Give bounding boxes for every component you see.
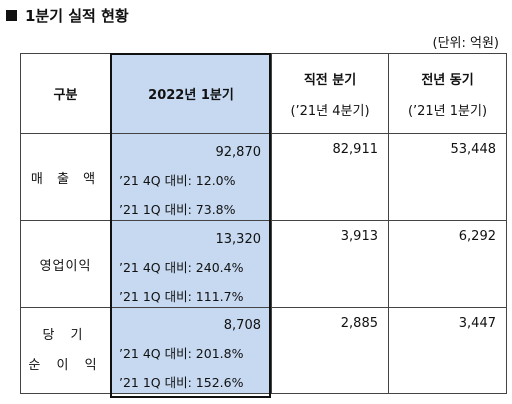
header-current: 2022년 1분기 [110,53,272,134]
compare-q4: ’21 4Q 대비: 240.4% [119,259,244,275]
prev-year-cell: 53,448 [388,133,507,221]
header-prev-year: 전년 동기 (’21년 1분기) [388,53,507,134]
current-value: 8,708 [223,318,261,333]
current-cell: 13,320 ’21 4Q 대비: 240.4% ’21 1Q 대비: 111.… [110,220,272,308]
header-prev-quarter-text: 직전 분기 [303,72,357,88]
row-label: 매 출 액 [20,133,111,221]
compare-q1: ’21 1Q 대비: 111.7% [119,288,244,304]
header-category: 구분 [20,53,111,134]
header-prev-quarter-sub: (’21년 4분기) [290,103,370,119]
header-row: 구분 2022년 1분기 직전 분기 (’21년 4분기) 전년 동기 (’21… [20,53,507,134]
prev-quarter-cell: 82,911 [271,133,389,221]
row-label: 영업이익 [20,220,111,308]
compare-q4: ’21 4Q 대비: 12.0% [119,172,236,188]
current-cell: 8,708 ’21 4Q 대비: 201.8% ’21 1Q 대비: 152.6… [110,307,272,394]
prev-year-value: 3,447 [458,316,496,331]
current-cell: 92,870 ’21 4Q 대비: 12.0% ’21 1Q 대비: 73.8% [110,133,272,221]
header-prev-year-sub: (’21년 1분기) [407,103,488,119]
table-row: 영업이익 13,320 ’21 4Q 대비: 240.4% ’21 1Q 대비:… [20,220,507,308]
page-title: 1분기 실적 현황 [6,4,129,26]
prev-year-value: 6,292 [458,229,496,244]
header-prev-year-text: 전년 동기 [421,72,474,88]
compare-q4: ’21 4Q 대비: 201.8% [119,346,244,361]
bullet-square-icon [6,9,17,21]
prev-year-cell: 3,447 [388,307,507,394]
results-table: 구분 2022년 1분기 직전 분기 (’21년 4분기) 전년 동기 (’21… [20,53,507,394]
unit-label: (단위: 억원) [432,36,500,51]
table-row: 매 출 액 92,870 ’21 4Q 대비: 12.0% ’21 1Q 대비:… [20,133,507,221]
header-current-text: 2022년 1분기 [148,88,234,103]
header-category-text: 구분 [53,88,78,103]
prev-quarter-value: 2,885 [340,316,378,331]
row-label: 당 기 순 이 익 [20,307,111,394]
prev-quarter-cell: 3,913 [271,220,389,308]
prev-year-value: 53,448 [450,142,497,157]
prev-quarter-value: 3,913 [340,229,378,244]
prev-quarter-cell: 2,885 [271,307,389,394]
table-row: 당 기 순 이 익 8,708 ’21 4Q 대비: 201.8% ’21 1Q… [20,307,507,394]
compare-q1: ’21 1Q 대비: 152.6% [119,375,244,390]
row-label-line2: 순 이 익 [28,357,103,373]
current-value: 13,320 [215,231,262,247]
compare-q1: ’21 1Q 대비: 73.8% [119,201,236,217]
title-text: 1분기 실적 현황 [25,6,129,25]
header-prev-quarter: 직전 분기 (’21년 4분기) [271,53,389,134]
current-value: 92,870 [215,144,262,160]
prev-quarter-value: 82,911 [332,142,379,157]
row-label-line1: 당 기 [42,327,89,343]
prev-year-cell: 6,292 [388,220,507,308]
